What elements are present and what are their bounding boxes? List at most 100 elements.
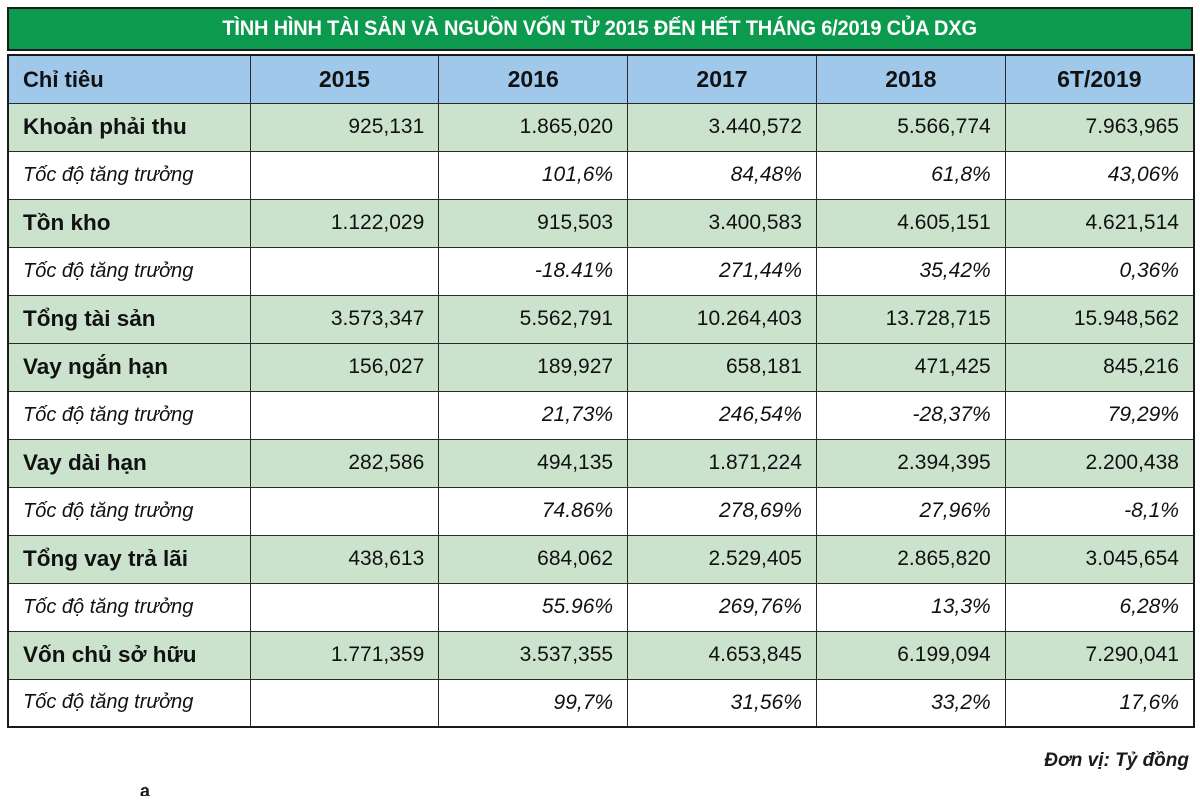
row-label: Tổng vay trả lãi <box>7 534 251 584</box>
table-row: Vay ngắn hạn 156,027 189,927 658,181 471,425… <box>7 342 1195 392</box>
row-label: Tồn kho <box>7 198 251 248</box>
table-row: Tổng vay trả lãi 438,613 684,062 2.529,405 2… <box>7 534 1195 584</box>
cell-value: 494,135 <box>438 438 629 488</box>
cell-value: 438,613 <box>249 534 440 584</box>
table-row: Tốc độ tăng trưởng -18.41% 271,44% 35,42% 0,… <box>7 246 1195 296</box>
cell-value: 10.264,403 <box>627 294 817 344</box>
row-label: Tốc độ tăng trưởng <box>7 150 251 200</box>
cell-value: 271,44% <box>627 246 817 296</box>
cell-value: 282,586 <box>249 438 440 488</box>
table-body: Khoản phải thu 925,131 1.865,020 3.440,572 5… <box>7 102 1195 728</box>
cell-value: 21,73% <box>438 390 629 440</box>
financial-table-sheet: TÌNH HÌNH TÀI SẢN VÀ NGUỒN VỐN TỪ 2015 Đ… <box>7 7 1195 797</box>
cell-value: 471,425 <box>815 342 1006 392</box>
table-row: Tổng tài sản 3.573,347 5.562,791 10.264,403… <box>7 294 1195 344</box>
column-header-2018: 2018 <box>815 54 1006 104</box>
cell-value: 15.948,562 <box>1004 294 1195 344</box>
cell-value: 74.86% <box>438 486 629 536</box>
cell-value: 13,3% <box>815 582 1006 632</box>
table-row: Tồn kho 1.122,029 915,503 3.400,583 4.605,15… <box>7 198 1195 248</box>
cell-value: 17,6% <box>1004 678 1195 728</box>
cell-value: 5.566,774 <box>815 102 1006 152</box>
row-label: Tốc độ tăng trưởng <box>7 582 251 632</box>
cell-value: 0,36% <box>1004 246 1195 296</box>
table-row: Vốn chủ sở hữu 1.771,359 3.537,355 4.653,84… <box>7 630 1195 680</box>
cell-value: 33,2% <box>815 678 1006 728</box>
cell-value: 3.045,654 <box>1004 534 1195 584</box>
cell-value <box>249 390 440 440</box>
table-row: Tốc độ tăng trưởng 99,7% 31,56% 33,2% 17,6% <box>7 678 1195 728</box>
cell-value: 4.653,845 <box>627 630 817 680</box>
cell-value: 4.605,151 <box>815 198 1006 248</box>
table-row: Tốc độ tăng trưởng 21,73% 246,54% -28,37% 79… <box>7 390 1195 440</box>
cell-value: 1.871,224 <box>627 438 817 488</box>
cell-value: 1.865,020 <box>438 102 629 152</box>
cell-value: 7.290,041 <box>1004 630 1195 680</box>
cell-value: 101,6% <box>438 150 629 200</box>
cell-value <box>249 246 440 296</box>
table-row: Khoản phải thu 925,131 1.865,020 3.440,572 5… <box>7 102 1195 152</box>
cell-value <box>249 150 440 200</box>
cell-value: 658,181 <box>627 342 817 392</box>
row-label: Khoản phải thu <box>7 102 251 152</box>
table-row: Tốc độ tăng trưởng 74.86% 278,69% 27,96% -8,… <box>7 486 1195 536</box>
cell-value: 35,42% <box>815 246 1006 296</box>
cell-value <box>249 582 440 632</box>
header-row: Chỉ tiêu 2015 2016 2017 2018 6T/2019 <box>7 54 1195 104</box>
page-title: TÌNH HÌNH TÀI SẢN VÀ NGUỒN VỐN TỪ 2015 Đ… <box>222 16 978 41</box>
table-row: Tốc độ tăng trưởng 101,6% 84,48% 61,8% 43,06… <box>7 150 1195 200</box>
cell-value: 6,28% <box>1004 582 1195 632</box>
cell-value: 31,56% <box>627 678 817 728</box>
cell-value: 2.394,395 <box>815 438 1006 488</box>
row-label: Vay ngắn hạn <box>7 342 251 392</box>
table-row: Tốc độ tăng trưởng 55.96% 269,76% 13,3% 6,28… <box>7 582 1195 632</box>
cell-value: 845,216 <box>1004 342 1195 392</box>
cell-value: 1.122,029 <box>249 198 440 248</box>
cell-value: 43,06% <box>1004 150 1195 200</box>
cell-value: 278,69% <box>627 486 817 536</box>
table-row: Vay dài hạn 282,586 494,135 1.871,224 2.394,… <box>7 438 1195 488</box>
cell-value: -18.41% <box>438 246 629 296</box>
cell-value: 6.199,094 <box>815 630 1006 680</box>
cell-value: 7.963,965 <box>1004 102 1195 152</box>
cell-value: 5.562,791 <box>438 294 629 344</box>
cell-value <box>249 486 440 536</box>
cell-value: 1.771,359 <box>249 630 440 680</box>
cell-value: -8,1% <box>1004 486 1195 536</box>
cell-value: 2.200,438 <box>1004 438 1195 488</box>
cell-value: -28,37% <box>815 390 1006 440</box>
column-header-6t2019: 6T/2019 <box>1004 54 1195 104</box>
unit-note: Đơn vị: Tỷ đồng <box>1044 750 1189 771</box>
cell-value: 189,927 <box>438 342 629 392</box>
cell-value: 2.865,820 <box>815 534 1006 584</box>
cell-value: 27,96% <box>815 486 1006 536</box>
row-label: Tốc độ tăng trưởng <box>7 678 251 728</box>
row-label: Tốc độ tăng trưởng <box>7 390 251 440</box>
cell-value: 79,29% <box>1004 390 1195 440</box>
column-header-2015: 2015 <box>249 54 440 104</box>
table-header: Chỉ tiêu 2015 2016 2017 2018 6T/2019 <box>7 54 1195 104</box>
cell-value: 3.573,347 <box>249 294 440 344</box>
cell-value: 915,503 <box>438 198 629 248</box>
page-tail-fragment: à <box>140 786 151 796</box>
cell-value: 13.728,715 <box>815 294 1006 344</box>
cell-value: 156,027 <box>249 342 440 392</box>
cell-value: 84,48% <box>627 150 817 200</box>
financial-data-table: Chỉ tiêu 2015 2016 2017 2018 6T/2019 Kho… <box>7 54 1195 728</box>
column-header-2016: 2016 <box>438 54 629 104</box>
cell-value: 61,8% <box>815 150 1006 200</box>
cell-value: 3.440,572 <box>627 102 817 152</box>
row-label: Vay dài hạn <box>7 438 251 488</box>
cell-value: 2.529,405 <box>627 534 817 584</box>
cell-value: 3.400,583 <box>627 198 817 248</box>
cell-value: 246,54% <box>627 390 817 440</box>
table-title-banner: TÌNH HÌNH TÀI SẢN VÀ NGUỒN VỐN TỪ 2015 Đ… <box>7 7 1193 51</box>
row-label: Vốn chủ sở hữu <box>7 630 251 680</box>
row-label: Tốc độ tăng trưởng <box>7 246 251 296</box>
cell-value: 684,062 <box>438 534 629 584</box>
column-header-2017: 2017 <box>627 54 817 104</box>
cell-value: 925,131 <box>249 102 440 152</box>
cell-value: 4.621,514 <box>1004 198 1195 248</box>
cell-value: 269,76% <box>627 582 817 632</box>
cell-value <box>249 678 440 728</box>
